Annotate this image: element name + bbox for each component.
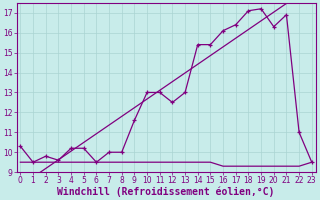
X-axis label: Windchill (Refroidissement éolien,°C): Windchill (Refroidissement éolien,°C) bbox=[57, 187, 275, 197]
